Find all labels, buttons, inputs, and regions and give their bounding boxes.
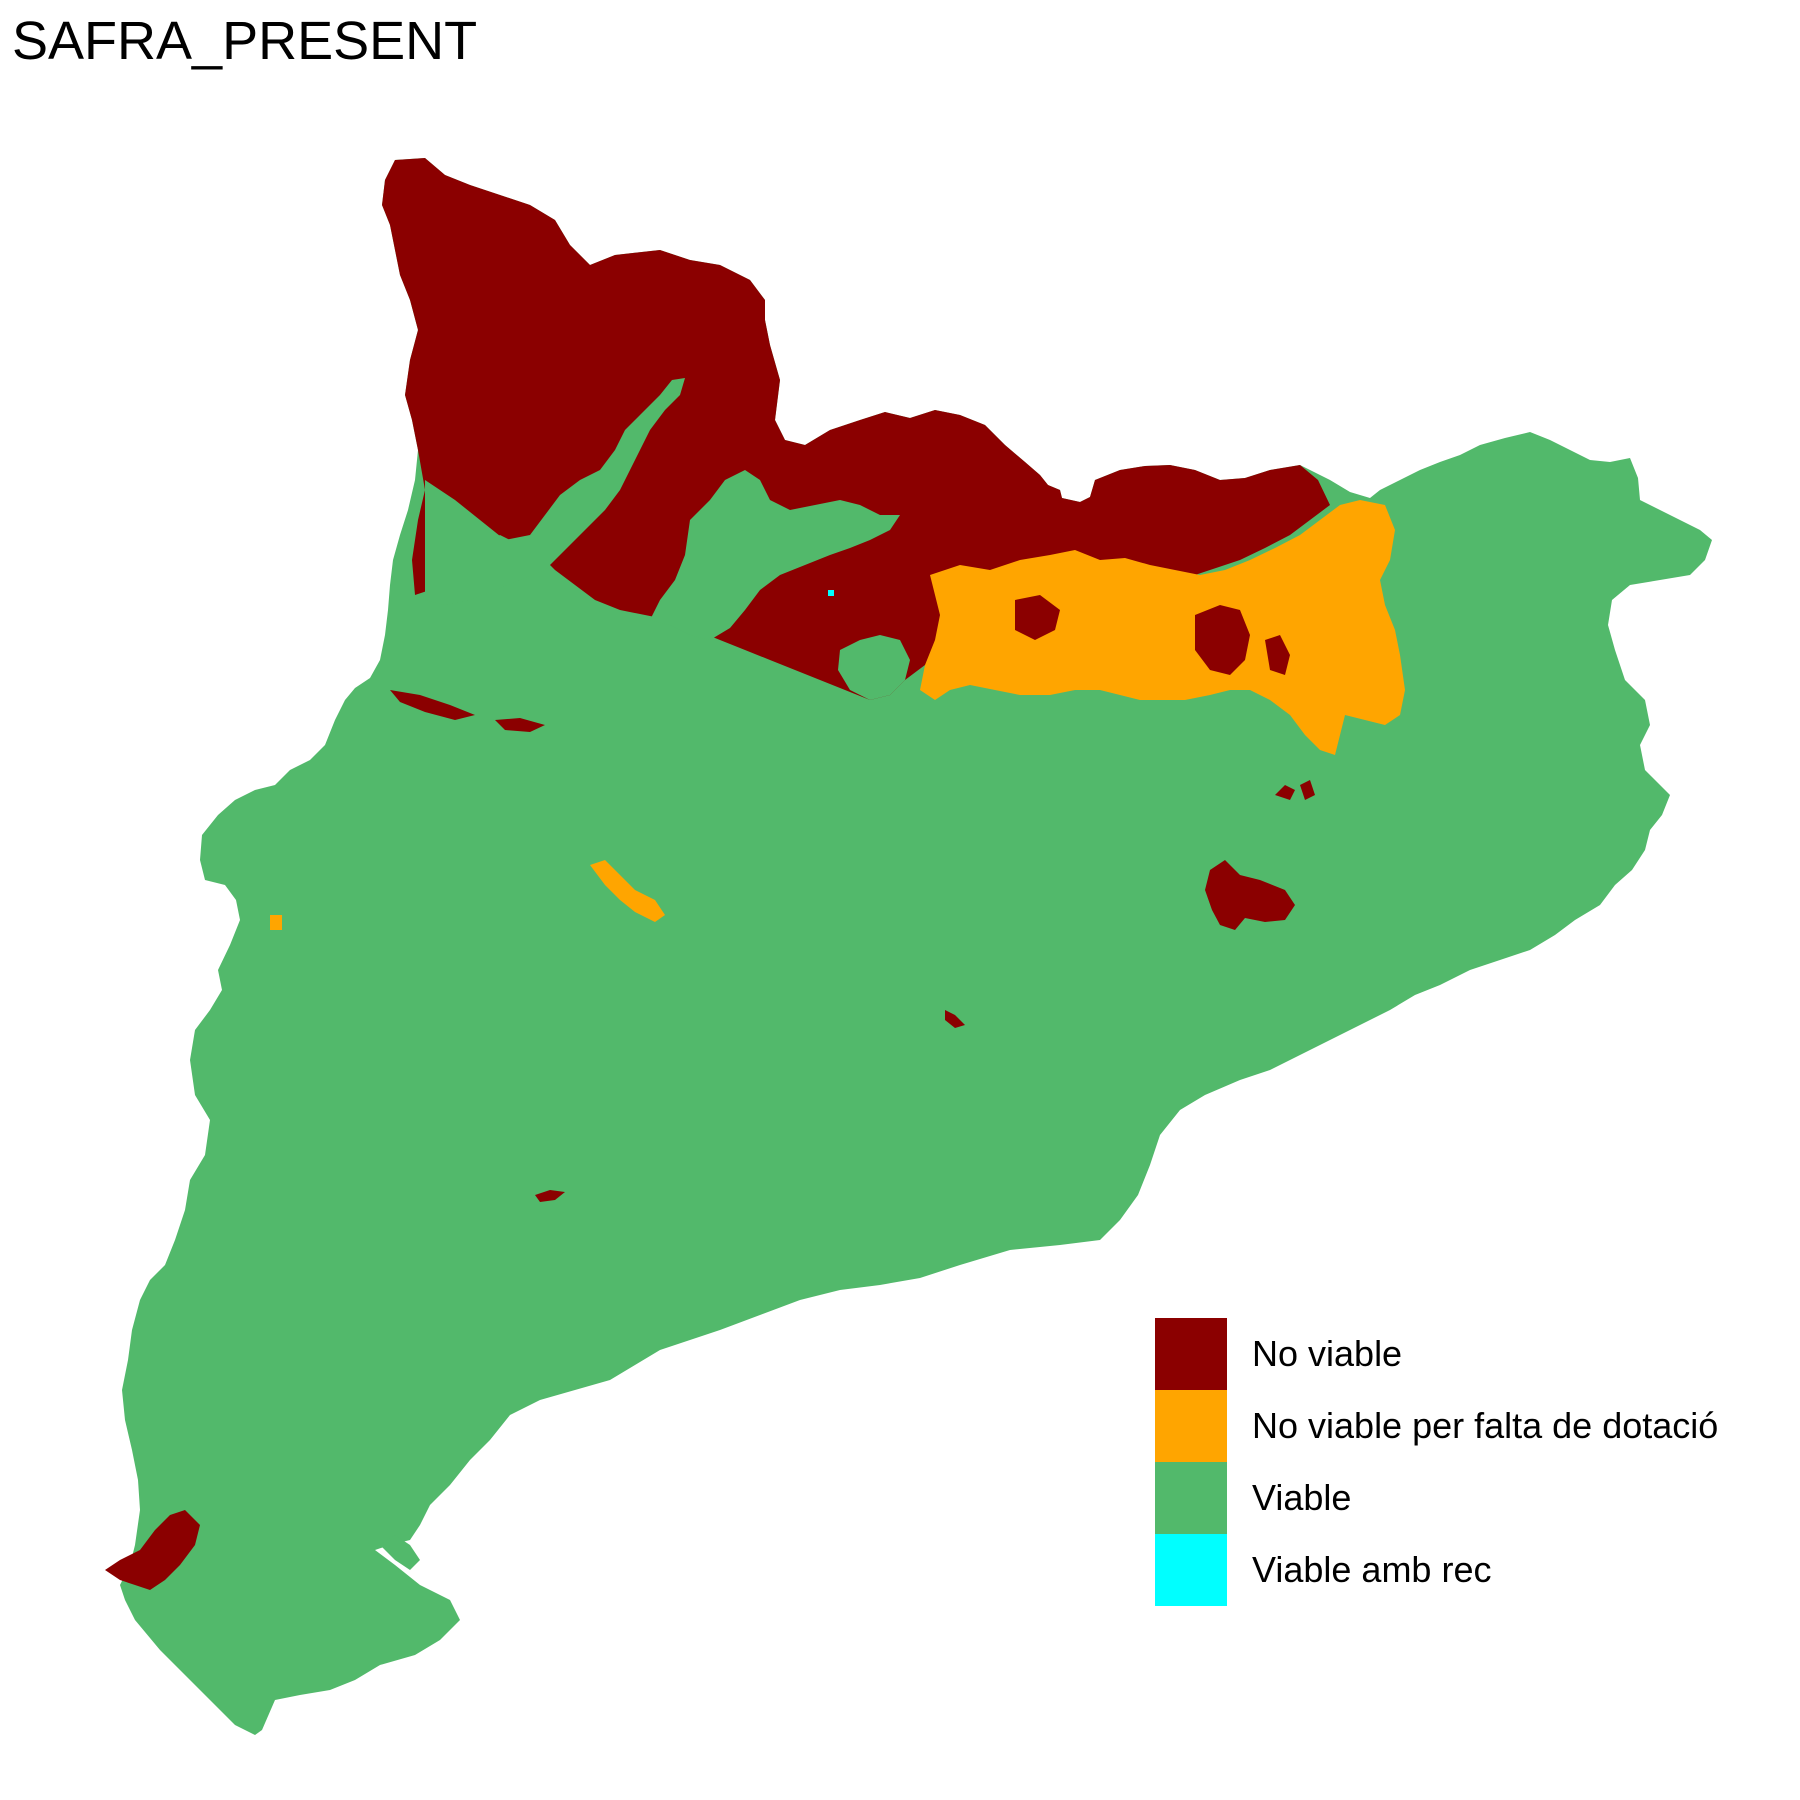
- legend-item-viable-rec: Viable amb rec: [1155, 1534, 1718, 1606]
- region-no-viable-patch-5: [535, 1190, 565, 1202]
- region-no-viable-patch-4: [945, 1010, 965, 1028]
- region-no-viable-patch-7: [1300, 780, 1315, 800]
- region-viable-valley-2: [650, 470, 900, 640]
- legend-label-viable-rec: Viable amb rec: [1252, 1549, 1492, 1590]
- region-viable-delta: [380, 1535, 420, 1570]
- legend-item-viable: Viable: [1155, 1462, 1718, 1534]
- map-title: SAFRA_PRESENT: [12, 11, 478, 71]
- legend-item-no-viable-dotacio: No viable per falta de dotació: [1155, 1390, 1718, 1462]
- region-no-viable-island-2: [1265, 635, 1290, 675]
- region-no-viable-dotacio-patch-2: [270, 915, 282, 930]
- region-no-viable-patch-2: [495, 718, 545, 732]
- region-viable-rec: [828, 590, 834, 596]
- region-no-viable-dotacio-patch-1: [590, 860, 665, 922]
- legend-swatch-viable: [1155, 1462, 1227, 1534]
- region-no-viable-dotacio: [920, 500, 1405, 755]
- legend-swatch-no-viable-dotacio: [1155, 1390, 1227, 1462]
- region-no-viable-patch-1: [390, 690, 475, 720]
- region-no-viable-island-1: [1195, 605, 1250, 675]
- legend-label-no-viable-dotacio: No viable per falta de dotació: [1252, 1405, 1719, 1446]
- legend-swatch-viable-rec: [1155, 1534, 1227, 1606]
- region-no-viable-patch-3: [1205, 860, 1295, 930]
- region-no-viable-island-3: [1015, 595, 1060, 640]
- region-no-viable-patch-6: [1275, 785, 1295, 800]
- region-viable-valley-3: [838, 635, 910, 700]
- legend-label-viable: Viable: [1252, 1477, 1352, 1518]
- legend-item-no-viable: No viable: [1155, 1318, 1718, 1390]
- legend-swatch-no-viable: [1155, 1318, 1227, 1390]
- region-viable-valley-1: [425, 378, 685, 605]
- legend: No viable No viable per falta de dotació…: [1155, 1318, 1718, 1606]
- legend-label-no-viable: No viable: [1252, 1333, 1403, 1374]
- region-no-viable-southwest: [105, 1510, 200, 1590]
